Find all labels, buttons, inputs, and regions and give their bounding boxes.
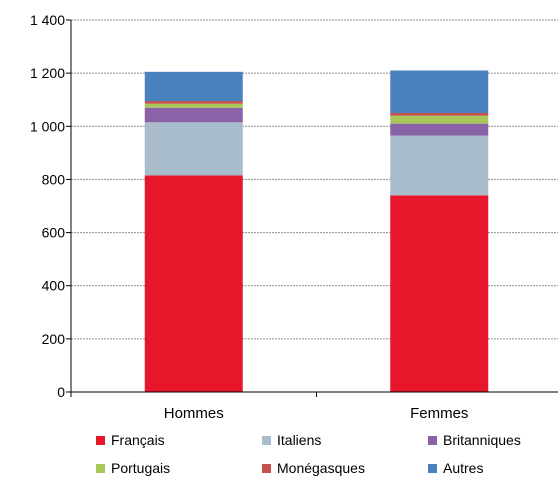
legend-item: Autres: [428, 460, 483, 476]
legend-item: Italiens: [262, 432, 321, 448]
bar-segment-portugais: [390, 115, 489, 124]
legend-swatch: [428, 436, 437, 445]
bar-segment-français: [144, 175, 243, 392]
x-category-label: Hommes: [164, 405, 224, 422]
legend-swatch: [262, 436, 271, 445]
x-axis-ticks: Hommes Femmes: [70, 392, 468, 422]
bar-segment-autres: [390, 70, 489, 113]
bar-segment-britanniques: [144, 107, 243, 123]
y-tick-label: 400: [42, 278, 66, 294]
legend-label: Français: [111, 432, 165, 448]
legend-item: Britanniques: [428, 432, 521, 448]
legend-label: Portugais: [111, 460, 170, 476]
legend-swatch: [428, 464, 437, 473]
legend-swatch: [96, 436, 105, 445]
legend-label: Italiens: [277, 432, 321, 448]
bar-stacks: [144, 70, 489, 392]
bar-segment-autres: [144, 71, 243, 102]
y-tick-label: 200: [42, 331, 66, 347]
bar-segment-britanniques: [390, 123, 489, 136]
legend-label: Autres: [443, 460, 483, 476]
legend-label: Monégasques: [277, 460, 365, 476]
y-tick-label: 0: [57, 384, 65, 400]
bar-segment-monégasques: [390, 113, 489, 116]
y-tick-label: 800: [42, 171, 66, 187]
bar-segment-français: [390, 195, 489, 392]
y-tick-label: 1 400: [30, 12, 65, 28]
x-category-label: Femmes: [410, 405, 468, 422]
bar-segment-portugais: [144, 103, 243, 108]
legend-label: Britanniques: [443, 432, 521, 448]
legend-item: Français: [96, 432, 165, 448]
legend: Français Italiens Britanniques Portugais Mon…: [96, 432, 521, 476]
bar-segment-italiens: [144, 122, 243, 176]
legend-item: Portugais: [96, 460, 170, 476]
y-tick-label: 1 000: [30, 118, 65, 134]
bar-segment-italiens: [390, 135, 489, 196]
y-tick-label: 600: [42, 225, 66, 241]
legend-item: Monégasques: [262, 460, 365, 476]
y-tick-label: 1 200: [30, 65, 65, 81]
y-axis-ticks: 0 200 400 600 800 1 000 1 200 1 400: [30, 12, 71, 400]
legend-swatch: [262, 464, 271, 473]
legend-swatch: [96, 464, 105, 473]
bar-segment-monégasques: [144, 101, 243, 104]
